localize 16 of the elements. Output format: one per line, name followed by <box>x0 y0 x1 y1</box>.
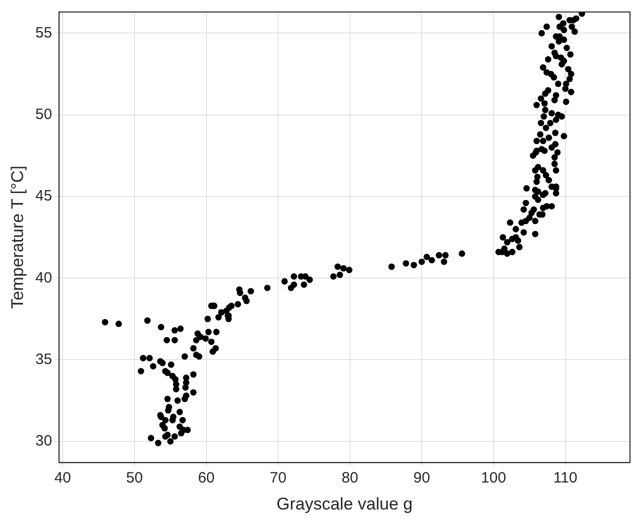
x-tick-label: 70 <box>270 470 286 487</box>
x-tick-label: 60 <box>198 470 215 487</box>
x-tick-label: 110 <box>553 470 578 487</box>
y-tick-label: 55 <box>35 24 52 42</box>
x-tick-label: 90 <box>413 470 430 487</box>
x-tick-label: 100 <box>481 470 506 487</box>
y-tick-label: 35 <box>35 350 52 368</box>
y-tick-label: 50 <box>35 106 52 123</box>
y-tick-label: 45 <box>35 188 52 205</box>
x-tick-label: 80 <box>342 470 358 487</box>
y-tick-label: 30 <box>35 432 52 450</box>
x-tick-label: 50 <box>126 470 143 487</box>
y-axis-title: Temperature T [°C] <box>8 166 27 309</box>
x-axis-title: Grayscale value g <box>276 494 413 514</box>
x-tick-label: 40 <box>54 470 72 487</box>
y-tick-label: 40 <box>35 269 52 286</box>
